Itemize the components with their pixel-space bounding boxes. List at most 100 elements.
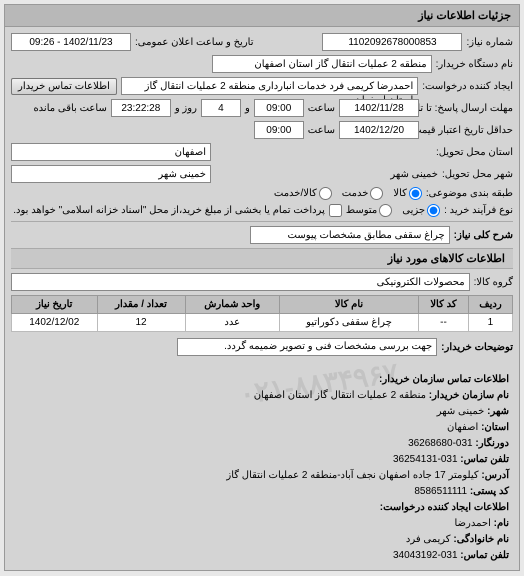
treasury-note: پرداخت تمام یا بخشی از مبلغ خرید،از محل … (13, 204, 342, 217)
row-need: شرح کلی نیاز: چراغ سقفی مطابق مشخصات پیو… (11, 226, 513, 244)
contact-postal: 8586511111 (414, 486, 467, 497)
items-table: ردیف کد کالا نام کالا واحد شمارش تعداد /… (11, 295, 513, 332)
time-label-1: ساعت (308, 103, 335, 114)
row-city: شهر محل تحویل: خمینی شهر خمینی شهر (11, 165, 513, 183)
details-panel: جزئیات اطلاعات نیاز شماره نیاز: 11020926… (4, 4, 520, 571)
cell-date: 1402/12/02 (12, 314, 98, 332)
days-label: روز و (175, 103, 197, 114)
radio-medium-input[interactable] (379, 204, 392, 217)
col-code: کد کالا (419, 296, 469, 314)
cell-idx: 1 (468, 314, 512, 332)
radio-medium[interactable]: متوسط (346, 204, 392, 217)
panel-title: جزئیات اطلاعات نیاز (5, 5, 519, 27)
contact-fax-label: دورنگار: (475, 438, 509, 449)
purchase-type-label: نوع فرآیند خرید : (444, 205, 513, 216)
reply-date-field: 1402/11/28 (339, 99, 419, 117)
buyer-org-label: نام دستگاه خریدار: (436, 59, 513, 70)
buyer-contact-button[interactable]: اطلاعات تماس خریدار (11, 78, 117, 95)
validity-label: حداقل تاریخ اعتبار قیمت: تا تاریخ: (423, 125, 513, 136)
province-label: استان محل تحویل: (436, 147, 513, 158)
creator-phone: 031-34043192 (393, 550, 458, 561)
items-section-title: اطلاعات کالاهای مورد نیاز (11, 248, 513, 269)
col-idx: ردیف (468, 296, 512, 314)
row-request-no: شماره نیاز: 1102092678000853 تاریخ و ساع… (11, 33, 513, 51)
cell-name: چراغ سقفی دکوراتیو (279, 314, 418, 332)
validity-time-field: 09:00 (254, 121, 304, 139)
contact-fax: 031-36268680 (408, 438, 473, 449)
contact-section-title: اطلاعات تماس سازمان خریدار: (379, 374, 509, 385)
and-label: و (245, 103, 250, 114)
creator-lastname: کریمی فرد (406, 534, 451, 545)
radio-goods[interactable]: کالا (393, 187, 422, 200)
contact-address: کیلومتر 17 جاده اصفهان نجف آباد-منطقه 2 … (226, 470, 478, 481)
cell-code: -- (419, 314, 469, 332)
city-prefix: خمینی شهر (390, 169, 438, 180)
buyer-notes-label: توضیحات خریدار: (441, 342, 513, 353)
classification-radios: کالا خدمت کالا/خدمت (274, 187, 422, 200)
need-label: شرح کلی نیاز: (454, 230, 513, 241)
radio-goods-input[interactable] (409, 187, 422, 200)
radio-minor-input[interactable] (427, 204, 440, 217)
radio-minor[interactable]: جزیی (402, 204, 440, 217)
announce-field: 1402/11/23 - 09:26 (11, 33, 131, 51)
radio-service[interactable]: خدمت (342, 187, 384, 200)
treasury-note-text: پرداخت تمام یا بخشی از مبلغ خرید،از محل … (13, 205, 325, 216)
row-group: گروه کالا: محصولات الکترونیکی (11, 273, 513, 291)
treasury-checkbox[interactable] (329, 204, 342, 217)
row-buyer-notes: توضیحات خریدار: جهت بررسی مشخصات فنی و ت… (11, 338, 513, 356)
form-area: شماره نیاز: 1102092678000853 تاریخ و ساع… (5, 27, 519, 366)
contact-city: خمینی شهر (437, 406, 485, 417)
row-classification: طبقه بندی موضوعی: کالا خدمت کالا/خدمت (11, 187, 513, 200)
row-requester: ایجاد کننده درخواست: احمدرضا کریمی فرد خ… (11, 77, 513, 95)
contact-postal-label: کد پستی: (470, 486, 509, 497)
buyer-org-field: منطقه 2 عملیات انتقال گاز استان اصفهان (212, 55, 432, 73)
request-no-label: شماره نیاز: (466, 37, 513, 48)
request-no-field: 1102092678000853 (322, 33, 462, 51)
city-field: خمینی شهر (11, 165, 211, 183)
group-label: گروه کالا: (474, 277, 513, 288)
col-date: تاریخ نیاز (12, 296, 98, 314)
reply-time-field: 09:00 (254, 99, 304, 117)
days-remaining-field: 4 (201, 99, 241, 117)
contact-block: ۰۲۱-۸۸۳۴۹۶۷ اطلاعات تماس سازمان خریدار: … (5, 366, 519, 570)
radio-service-input[interactable] (370, 187, 383, 200)
validity-date-field: 1402/12/20 (339, 121, 419, 139)
cell-unit: عدد (185, 314, 279, 332)
creator-name-label: نام: (494, 518, 509, 529)
table-row: 1 -- چراغ سقفی دکوراتیو عدد 12 1402/12/0… (12, 314, 513, 332)
contact-phone: 031-36254131 (393, 454, 458, 465)
row-purchase-type: نوع فرآیند خرید : جزیی متوسط پرداخت تمام… (11, 204, 513, 217)
reply-deadline-label: مهلت ارسال پاسخ: تا تاریخ: (423, 103, 513, 114)
radio-both[interactable]: کالا/خدمت (274, 187, 332, 200)
classification-label: طبقه بندی موضوعی: (426, 188, 513, 199)
row-reply-deadline: مهلت ارسال پاسخ: تا تاریخ: 1402/11/28 سا… (11, 99, 513, 117)
contact-province-label: استان: (481, 422, 509, 433)
contact-org: منطقه 2 عملیات انتقال گاز استان اصفهان (254, 390, 426, 401)
need-field: چراغ سقفی مطابق مشخصات پیوست (250, 226, 450, 244)
contact-address-label: آدرس: (481, 470, 509, 481)
time-label-2: ساعت (308, 125, 335, 136)
time-remaining-field: 23:22:28 (111, 99, 171, 117)
table-header-row: ردیف کد کالا نام کالا واحد شمارش تعداد /… (12, 296, 513, 314)
row-validity: حداقل تاریخ اعتبار قیمت: تا تاریخ: 1402/… (11, 121, 513, 139)
announce-label: تاریخ و ساعت اعلان عمومی: (135, 37, 254, 48)
province-field: اصفهان (11, 143, 211, 161)
creator-name: احمدرضا (455, 518, 491, 529)
creator-lastname-label: نام خانوادگی: (453, 534, 509, 545)
col-unit: واحد شمارش (185, 296, 279, 314)
row-buyer-org: نام دستگاه خریدار: منطقه 2 عملیات انتقال… (11, 55, 513, 73)
creator-section-title: اطلاعات ایجاد کننده درخواست: (380, 502, 509, 513)
city-label: شهر محل تحویل: (442, 169, 513, 180)
radio-both-input[interactable] (319, 187, 332, 200)
row-province: استان محل تحویل: اصفهان (11, 143, 513, 161)
contact-city-label: شهر: (487, 406, 509, 417)
buyer-notes-field: جهت بررسی مشخصات فنی و تصویر ضمیمه گردد. (177, 338, 437, 356)
col-name: نام کالا (279, 296, 418, 314)
col-qty: تعداد / مقدار (97, 296, 185, 314)
requester-label: ایجاد کننده درخواست: (422, 81, 513, 92)
purchase-type-radios: جزیی متوسط (346, 204, 440, 217)
contact-province: اصفهان (447, 422, 478, 433)
cell-qty: 12 (97, 314, 185, 332)
remaining-label: ساعت باقی مانده (33, 103, 106, 114)
creator-phone-label: تلفن تماس: (460, 550, 509, 561)
